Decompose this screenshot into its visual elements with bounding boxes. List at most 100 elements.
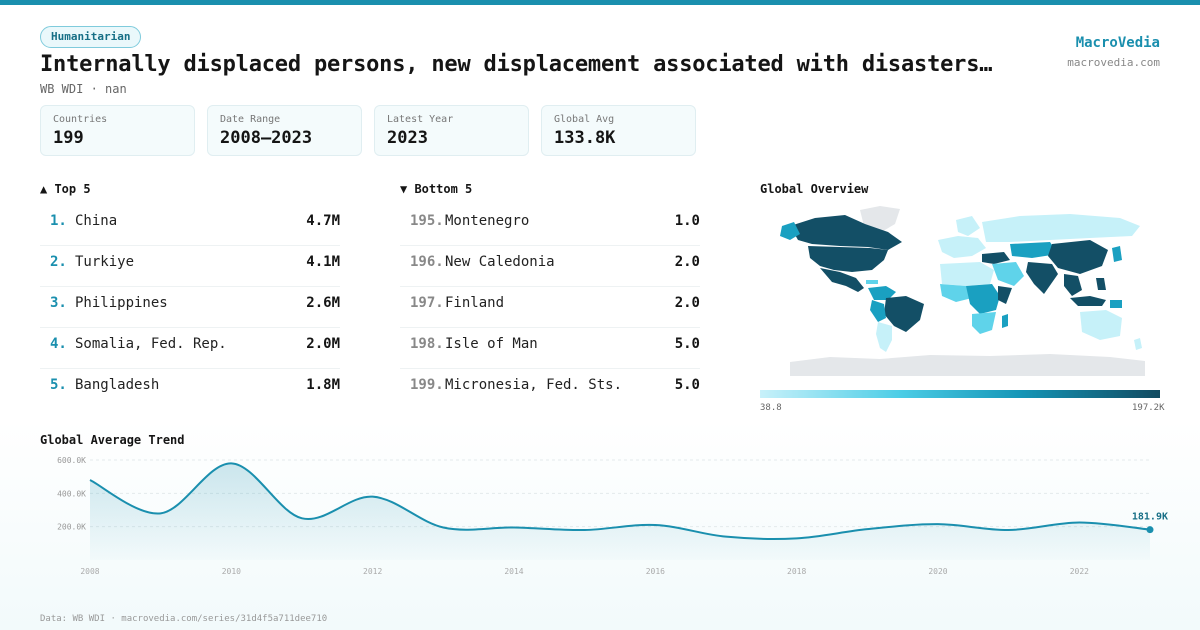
map-region-middle-east[interactable] (992, 262, 1024, 286)
stat-label: Date Range (220, 114, 281, 125)
map-region-southeast-asia[interactable] (1064, 274, 1082, 296)
country-name: Isle of Man (445, 336, 538, 352)
legend-min-label: 38.8 (760, 403, 782, 413)
map-region-madagascar[interactable] (1002, 314, 1008, 328)
map-region-russia[interactable] (982, 214, 1140, 242)
list-item[interactable]: 2. Turkiye 4.1M (40, 246, 340, 287)
brand-url[interactable]: macrovedia.com (1067, 56, 1160, 69)
world-choropleth-map[interactable] (760, 200, 1160, 385)
top-accent-bar (0, 0, 1200, 5)
country-value: 4.7M (306, 213, 340, 229)
map-region-philippines[interactable] (1096, 278, 1106, 290)
stat-label: Countries (53, 114, 108, 125)
map-region-canada[interactable] (790, 215, 902, 250)
list-item[interactable]: 199. Micronesia, Fed. Sts. 5.0 (400, 369, 700, 409)
map-region-peru[interactable] (870, 300, 886, 322)
stat-card-date-range: Date Range 2008–2023 (207, 105, 362, 156)
page-title: Internally displaced persons, new displa… (40, 52, 993, 77)
country-value: 4.1M (306, 254, 340, 270)
country-value: 2.0 (674, 295, 700, 311)
x-tick-label: 2018 (787, 567, 806, 576)
map-region-new-zealand[interactable] (1134, 338, 1142, 350)
stat-card-countries: Countries 199 (40, 105, 195, 156)
map-region-argentina[interactable] (876, 322, 892, 352)
footer-source: Data: WB WDI · macrovedia.com/series/31d… (40, 614, 328, 624)
map-region-alaska[interactable] (780, 222, 800, 240)
map-region-southern-africa[interactable] (972, 312, 996, 334)
country-value: 5.0 (674, 336, 700, 352)
rank-number: 1. (50, 213, 67, 229)
rank-number: 196. (410, 254, 444, 270)
brand-name[interactable]: MacroVedia (1075, 35, 1160, 51)
map-region-turkey[interactable] (982, 252, 1010, 264)
list-item[interactable]: 195. Montenegro 1.0 (400, 205, 700, 246)
list-item[interactable]: 1. China 4.7M (40, 205, 340, 246)
y-tick-label: 200.0K (57, 523, 86, 532)
rank-number: 199. (410, 377, 444, 393)
top5-heading: ▲ Top 5 (40, 182, 91, 196)
map-region-central-asia[interactable] (1010, 242, 1058, 258)
data-point (1146, 526, 1154, 534)
map-region-caribbean[interactable] (866, 280, 878, 284)
map-region-somalia[interactable] (998, 286, 1012, 304)
list-item[interactable]: 197. Finland 2.0 (400, 287, 700, 328)
map-region-china[interactable] (1048, 240, 1108, 274)
stat-value: 2008–2023 (220, 128, 313, 148)
country-value: 1.8M (306, 377, 340, 393)
rank-number: 2. (50, 254, 67, 270)
map-region-usa[interactable] (808, 246, 888, 272)
x-tick-label: 2012 (363, 567, 382, 576)
map-region-australia[interactable] (1080, 310, 1122, 340)
x-tick-label: 2022 (1070, 567, 1089, 576)
stat-label: Latest Year (387, 114, 454, 125)
country-value: 1.0 (674, 213, 700, 229)
stat-label: Global Avg (554, 114, 615, 125)
map-region-scandinavia[interactable] (956, 216, 980, 236)
list-item[interactable]: 198. Isle of Man 5.0 (400, 328, 700, 369)
x-tick-label: 2020 (928, 567, 947, 576)
map-region-europe[interactable] (938, 236, 986, 258)
list-item[interactable]: 3. Philippines 2.6M (40, 287, 340, 328)
stat-card-latest-year: Latest Year 2023 (374, 105, 529, 156)
bottom5-list: 195. Montenegro 1.0 196. New Caledonia 2.0 1… (400, 205, 700, 409)
country-name: Montenegro (445, 213, 530, 229)
list-item[interactable]: 5. Bangladesh 1.8M (40, 369, 340, 409)
x-tick-label: 2016 (646, 567, 665, 576)
map-region-png[interactable] (1110, 300, 1122, 308)
country-name: Micronesia, Fed. Sts. (445, 377, 623, 393)
rank-number: 195. (410, 213, 444, 229)
y-tick-label: 400.0K (57, 489, 86, 498)
rank-number: 5. (50, 377, 67, 393)
map-region-north-africa[interactable] (940, 262, 994, 286)
trend-area (90, 463, 1150, 560)
map-region-antarctica[interactable] (790, 354, 1145, 376)
x-tick-label: 2008 (80, 567, 99, 576)
map-region-mexico[interactable] (820, 268, 864, 292)
map-region-central-africa[interactable] (966, 284, 1000, 314)
rank-number: 4. (50, 336, 67, 352)
map-region-colombia[interactable] (868, 286, 896, 300)
y-tick-label: 600.0K (57, 456, 86, 465)
map-region-indonesia[interactable] (1070, 296, 1106, 306)
country-name: China (75, 213, 118, 229)
country-name: Finland (445, 295, 505, 311)
rank-number: 198. (410, 336, 444, 352)
map-region-japan[interactable] (1112, 246, 1122, 262)
stat-card-global-avg: Global Avg 133.8K (541, 105, 696, 156)
map-region-india[interactable] (1026, 262, 1058, 294)
x-tick-label: 2014 (504, 567, 523, 576)
trend-line-chart: 200.0K 400.0K 600.0K 2008 2010 2012 2014 2016 20… (57, 456, 1168, 576)
stat-value: 133.8K (554, 128, 616, 148)
top5-list: 1. China 4.7M 2. Turkiye 4.1M 3. Philippines 2… (40, 205, 340, 409)
country-name: Somalia, Fed. Rep. (75, 336, 227, 352)
map-region-brazil[interactable] (884, 296, 924, 332)
rank-number: 197. (410, 295, 444, 311)
country-name: Turkiye (75, 254, 135, 270)
map-color-legend (760, 390, 1160, 398)
list-item[interactable]: 4. Somalia, Fed. Rep. 2.0M (40, 328, 340, 369)
trend-heading: Global Average Trend (40, 433, 185, 447)
legend-max-label: 197.2K (1132, 403, 1165, 413)
page-subtitle: WB WDI · nan (40, 82, 127, 96)
list-item[interactable]: 196. New Caledonia 2.0 (400, 246, 700, 287)
map-region-west-africa[interactable] (940, 284, 972, 302)
